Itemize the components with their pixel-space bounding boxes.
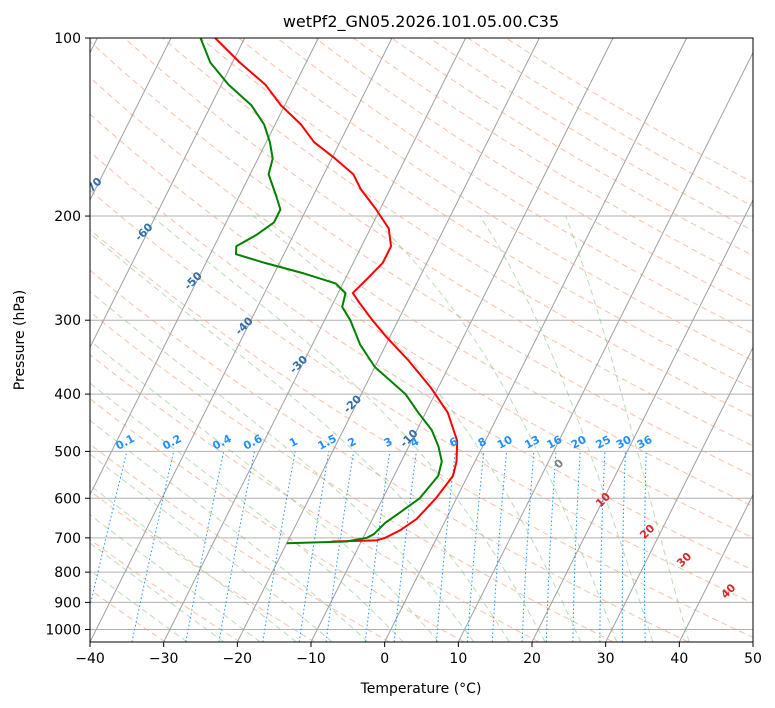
x-tick-label: 40 — [670, 651, 688, 667]
isotherm — [90, 38, 393, 642]
dry-adiabat — [90, 151, 753, 571]
moist-adiabat — [151, 215, 546, 642]
moist-adiabat — [252, 215, 582, 642]
isotherm — [163, 38, 467, 642]
dry-adiabat — [505, 38, 753, 183]
moist-adiabat — [370, 215, 618, 642]
x-tick-label: 20 — [523, 651, 541, 667]
x-tick-label: −30 — [149, 651, 179, 667]
dry-adiabat — [353, 38, 753, 282]
mixing-ratio-labels: 0.1 0.2 0.4 0.6 1 1.5 2 3 4 6 8 10 13 16 20 25 30 36 — [114, 432, 655, 453]
moist-adiabat — [90, 232, 510, 642]
mixing-ratio-line — [218, 451, 255, 642]
x-tick-label: 10 — [449, 651, 467, 667]
y-tick-label: 1000 — [45, 622, 81, 638]
y-tick-label: 300 — [54, 313, 81, 329]
isotherm — [457, 51, 753, 642]
y-axis-ticks: 100 200 300 400 500 600 700 800 900 1000 — [45, 31, 90, 638]
moist-adiabat — [90, 382, 404, 642]
mixing-ratio-label: 10 — [495, 433, 515, 452]
dry-adiabat — [90, 40, 753, 477]
y-tick-label: 700 — [54, 531, 81, 547]
mixing-ratio-label: 30 — [614, 433, 634, 452]
x-tick-label: 50 — [744, 651, 762, 667]
dry-adiabat — [124, 38, 753, 447]
isotherms — [90, 38, 753, 642]
mixing-ratio-line — [364, 451, 391, 642]
y-tick-label: 800 — [54, 565, 81, 581]
dry-adiabat — [90, 490, 315, 642]
mixing-ratio-line — [131, 451, 175, 642]
mixing-ratio-line — [262, 451, 296, 642]
x-tick-label: 0 — [380, 651, 389, 667]
mixing-ratio-line — [325, 451, 355, 642]
y-tick-label: 600 — [54, 491, 81, 507]
moist-adiabat — [90, 419, 369, 642]
y-axis-label: Pressure (hPa) — [12, 290, 28, 390]
y-tick-label: 500 — [54, 444, 81, 460]
dry-adiabat — [90, 269, 689, 642]
mixing-ratio-line — [298, 451, 330, 642]
sounding-series — [199, 38, 459, 545]
moist-adiabat — [90, 484, 297, 642]
temperature-line — [214, 38, 459, 543]
dry-adiabat — [90, 189, 753, 604]
x-axis-label: Temperature (°C) — [360, 681, 482, 697]
isotherm — [90, 38, 172, 202]
isotherm — [384, 38, 688, 642]
dry-adiabat — [90, 311, 614, 642]
mixing-ratio-label: 13 — [522, 433, 542, 452]
moist-adiabat — [90, 569, 188, 642]
moist-adiabat — [479, 215, 654, 642]
plot-frame — [89, 37, 754, 643]
moist-adiabat — [90, 290, 475, 642]
isotherm — [678, 493, 753, 642]
x-axis-ticks: −40 −30 −20 −10 0 10 20 30 40 50 — [75, 642, 762, 667]
moist-adiabat — [90, 340, 439, 642]
moist-adiabat — [90, 514, 261, 642]
pressure-grid — [90, 38, 753, 630]
isotherm — [531, 198, 753, 642]
isotherm — [90, 38, 246, 349]
dry-adiabat — [391, 38, 753, 257]
x-tick-label: −40 — [75, 651, 105, 667]
y-tick-label: 400 — [54, 387, 81, 403]
moist-adiabat — [90, 542, 225, 642]
x-tick-label: 30 — [597, 651, 615, 667]
dry-adiabat — [90, 229, 753, 638]
mixing-ratio-lines — [90, 451, 647, 642]
mixing-ratio-label: 16 — [545, 433, 565, 452]
chart-title: wetPf2_GN05.2026.101.05.00.C35 — [283, 12, 559, 32]
dry-adiabat — [90, 443, 390, 642]
x-tick-label: −20 — [223, 651, 253, 667]
dry-adiabat — [238, 38, 753, 362]
x-tick-label: −10 — [296, 651, 326, 667]
y-tick-label: 100 — [54, 31, 81, 47]
y-tick-label: 900 — [54, 595, 81, 611]
mixing-ratio-line — [185, 451, 225, 642]
y-tick-label: 200 — [54, 209, 81, 225]
dry-adiabat — [429, 38, 753, 232]
isotherm — [605, 346, 753, 642]
dry-adiabat — [467, 38, 753, 207]
dewpoint-line — [199, 38, 443, 545]
dry-adiabat — [200, 38, 753, 389]
plot-area: -100-90-80-70-60-50-40-30-20-10 01020304… — [90, 38, 753, 642]
mixing-ratio-label: 20 — [569, 433, 589, 452]
mixing-ratio-label: 25 — [593, 433, 613, 452]
mixing-ratio-label: 36 — [635, 433, 655, 452]
moist-adiabats — [90, 215, 690, 642]
